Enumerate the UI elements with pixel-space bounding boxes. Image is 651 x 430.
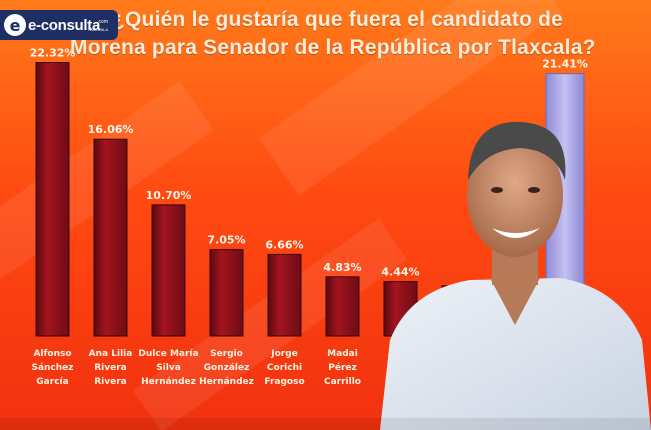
bar-1 [93, 138, 128, 337]
category-label-4-2: Fragoso [264, 377, 304, 387]
chart-title-line-2: Morena para Senador de la República por … [70, 36, 596, 59]
category-label-0-2: García [36, 377, 68, 387]
logo-wordmark: e-consulta [28, 16, 101, 34]
category-label-4-0: Jorge [270, 349, 298, 359]
e-consulta-logo: e e-consulta .com TLAXCALA [0, 10, 118, 40]
value-label-1: 16.06% [88, 123, 134, 136]
category-label-3-0: Sergio [210, 349, 243, 359]
category-label-2-2: Hernández [141, 377, 196, 387]
category-label-1-0: Ana Lilia [89, 349, 133, 359]
chart-title-line-1: ¿Quién le gustaría que fuera el candidat… [112, 8, 564, 31]
bar-3 [209, 249, 244, 337]
source-footnote-bar [0, 418, 651, 430]
category-label-2-1: Silva [156, 363, 181, 373]
category-label-3-2: Hernández [199, 377, 254, 387]
value-label-0: 22.32% [30, 46, 76, 59]
logo-region: TLAXCALA [87, 27, 108, 32]
value-label-5: 4.83% [323, 261, 361, 274]
candidate-photo [380, 121, 651, 430]
category-label-3-1: González [204, 363, 250, 373]
category-label-1-2: Rivera [94, 377, 127, 387]
value-label-2: 10.70% [146, 189, 192, 202]
value-label-3: 7.05% [207, 234, 245, 247]
category-label-2-0: Dulce María [138, 349, 198, 359]
logo-e-icon: e [4, 14, 26, 36]
category-label-0-0: Alfonso [33, 349, 71, 359]
bar-0 [35, 61, 70, 337]
bar-4 [267, 253, 302, 337]
category-label-5-2: Carrillo [324, 377, 361, 387]
category-label-5-1: Pérez [328, 362, 356, 373]
category-label-1-1: Rivera [94, 363, 127, 373]
category-label-4-1: Corichi [267, 363, 302, 373]
value-label-highlight: 21.41% [542, 58, 588, 71]
bar-5 [325, 276, 360, 337]
logo-com: .com [97, 19, 108, 25]
value-label-4: 6.66% [265, 238, 303, 251]
category-label-0-1: Sánchez [31, 363, 73, 373]
category-label-5-0: Madai [327, 349, 358, 359]
value-label-6: 4.44% [381, 266, 419, 279]
bar-2 [151, 204, 186, 337]
